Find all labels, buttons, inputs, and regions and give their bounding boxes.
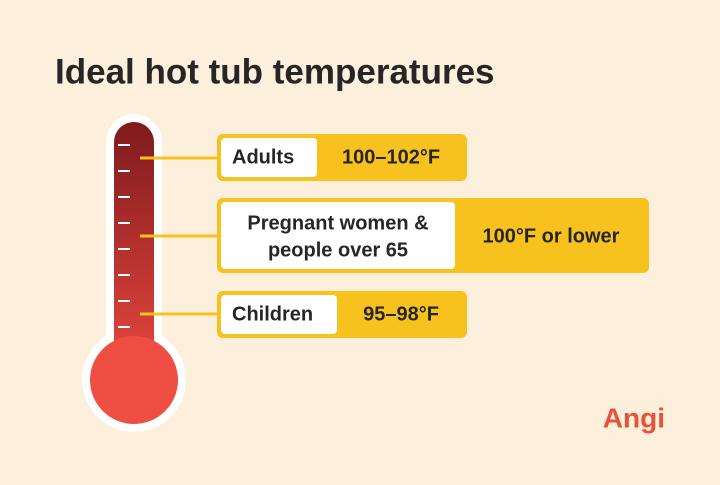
item-value: 100–102°F <box>342 146 440 168</box>
item-label: Pregnant women & <box>247 212 428 234</box>
item-pregnant: Pregnant women & people over 65 100°F or… <box>217 198 649 273</box>
item-label: Children <box>232 303 313 325</box>
title: Ideal hot tub temperatures <box>55 52 495 91</box>
item-label: Adults <box>232 146 294 168</box>
brand-logo: Angi <box>603 402 665 433</box>
item-children: Children 95–98°F <box>217 291 467 338</box>
connectors <box>140 156 220 316</box>
item-value: 95–98°F <box>363 303 439 325</box>
item-value: 100°F or lower <box>483 225 620 247</box>
thermometer <box>82 114 186 432</box>
item-adults: Adults 100–102°F <box>217 134 467 181</box>
item-label: people over 65 <box>268 239 408 261</box>
